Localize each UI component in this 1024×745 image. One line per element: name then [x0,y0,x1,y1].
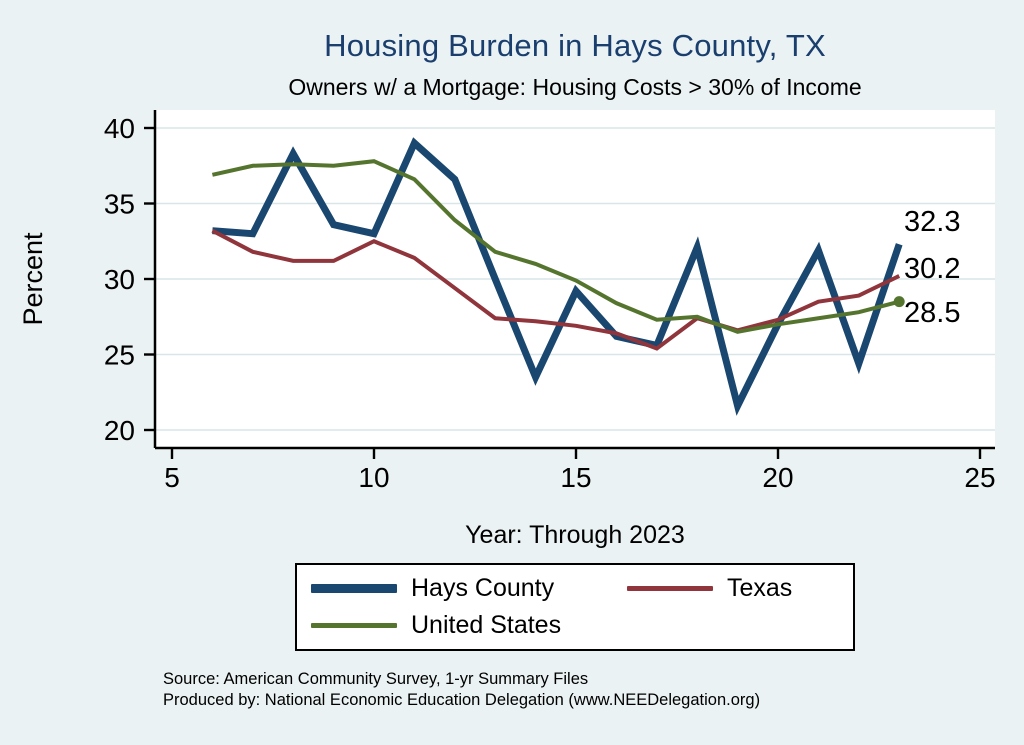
series-line-united-states [211,159,900,334]
y-axis-ticks: 20 25 30 35 40 [104,113,155,446]
united-states-line-swatch [311,623,397,628]
legend-item-united-states: United States [311,611,575,640]
series-end-labels: 32.3 30.2 28.5 [904,206,960,329]
chart-subtitle-text: Owners w/ a Mortgage: Housing Costs > 30… [288,74,862,100]
x-tick-label: 10 [358,462,389,493]
legend: Hays County Texas United States [295,563,855,651]
end-value-label: 32.3 [904,206,960,238]
end-value-label: 30.2 [904,253,960,285]
gridlines [155,127,995,431]
end-value-label: 28.5 [904,297,960,329]
x-axis-ticks: 5 10 15 20 25 [164,448,996,493]
x-tick-label: 25 [964,462,995,493]
y-tick-label: 30 [104,264,135,295]
x-axis-caption: Year: Through 2023 [465,521,685,549]
y-axis-label: Percent [18,232,48,326]
series-line-hays-county [212,137,903,416]
chart-title-text: Housing Burden in Hays County, TX [324,28,826,63]
source-line-1: Source: American Community Survey, 1-yr … [163,670,589,688]
x-tick-label: 15 [560,462,591,493]
x-tick-label: 5 [164,462,180,493]
source-note: Source: American Community Survey, 1-yr … [163,669,760,711]
x-tick-label: 20 [762,462,793,493]
legend-item-texas: Texas [575,574,839,603]
page-title: Housing Burden in Hays County, TX [0,28,1024,64]
legend-item-hays-county: Hays County [311,574,575,603]
chart-subtitle: Owners w/ a Mortgage: Housing Costs > 30… [0,74,1024,101]
hays-county-line-swatch [311,584,397,593]
series-lines [211,137,905,416]
series-end-dot [893,296,905,308]
y-tick-label: 35 [104,189,135,220]
legend-label-texas: Texas [727,574,793,602]
source-line-2: Produced by: National Economic Education… [163,691,761,709]
y-tick-label: 20 [104,415,135,446]
series-line-texas [211,228,901,351]
texas-line-swatch [627,586,713,591]
legend-label-hays-county: Hays County [411,574,555,602]
legend-label-united-states: United States [411,611,562,639]
y-tick-label: 25 [104,340,135,371]
y-tick-label: 40 [104,113,135,144]
